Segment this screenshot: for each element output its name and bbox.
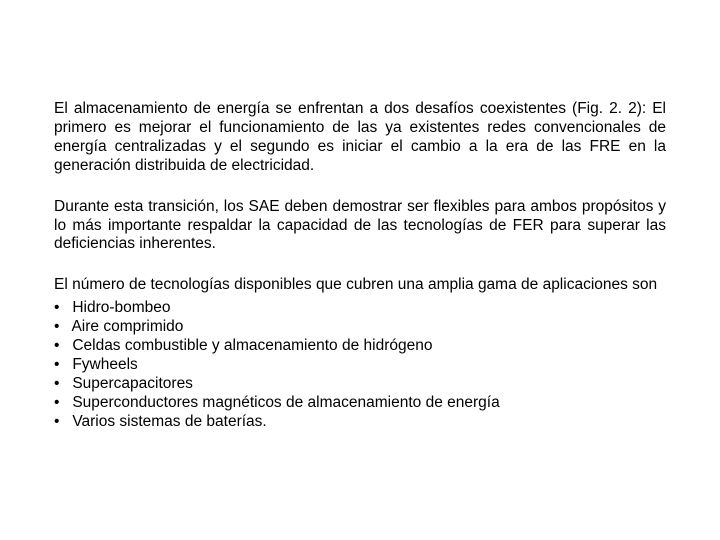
- bullet-icon: •: [54, 337, 68, 356]
- list-item-label: Superconductores magnéticos de almacenam…: [72, 394, 499, 411]
- list-item: • Celdas combustible y almacenamiento de…: [54, 337, 666, 356]
- list-item: • Hidro-bombeo: [54, 299, 666, 318]
- list-item-label: Hidro-bombeo: [72, 299, 170, 316]
- list-item: • Supercapacitores: [54, 375, 666, 394]
- list-item-label: Aire comprimido: [71, 318, 183, 335]
- list-item-label: Varios sistemas de baterías.: [72, 413, 266, 430]
- paragraph-1: El almacenamiento de energía se enfrenta…: [54, 100, 666, 176]
- paragraph-3-intro: El número de tecnologías disponibles que…: [54, 276, 666, 295]
- bullet-icon: •: [54, 299, 68, 318]
- list-item-label: Celdas combustible y almacenamiento de h…: [72, 337, 432, 354]
- technology-list: • Hidro-bombeo • Aire comprimido • Celda…: [54, 299, 666, 431]
- bullet-icon: •: [54, 318, 68, 337]
- paragraph-2: Durante esta transición, los SAE deben d…: [54, 198, 666, 255]
- list-item: • Varios sistemas de baterías.: [54, 413, 666, 432]
- bullet-icon: •: [54, 356, 68, 375]
- bullet-icon: •: [54, 413, 68, 432]
- bullet-icon: •: [54, 394, 68, 413]
- list-item: • Superconductores magnéticos de almacen…: [54, 394, 666, 413]
- list-item: • Aire comprimido: [54, 318, 666, 337]
- list-item: • Fywheels: [54, 356, 666, 375]
- bullet-icon: •: [54, 375, 68, 394]
- list-item-label: Fywheels: [72, 356, 137, 373]
- document-page: El almacenamiento de energía se enfrenta…: [0, 0, 720, 540]
- list-item-label: Supercapacitores: [72, 375, 193, 392]
